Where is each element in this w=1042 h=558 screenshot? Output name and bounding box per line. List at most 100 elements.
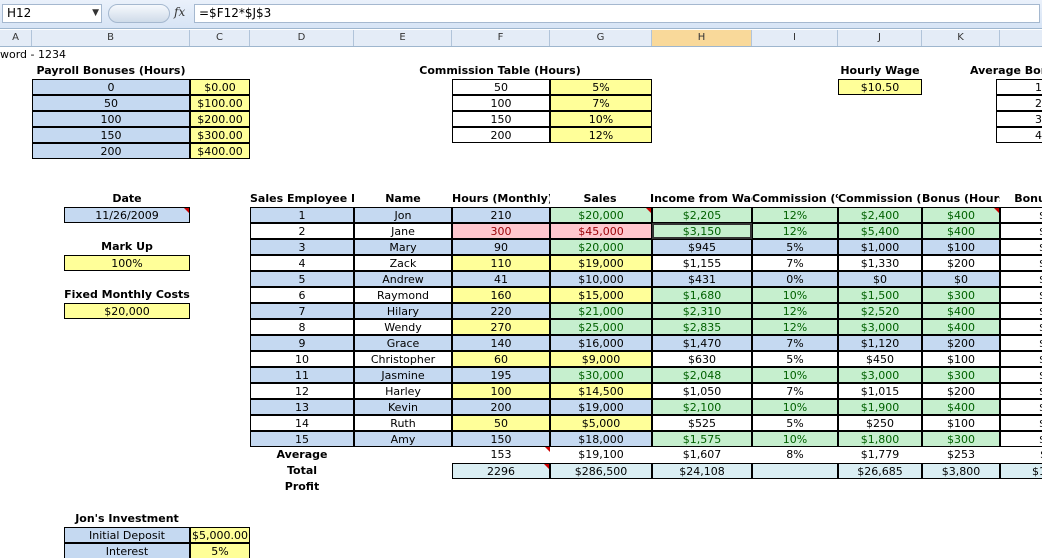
employee-commission-amount[interactable]: $2,400 xyxy=(838,207,922,223)
commission-rate[interactable]: 5% xyxy=(550,79,652,95)
employee-sales[interactable]: $10,000 xyxy=(550,271,652,287)
employee-number[interactable]: 2 xyxy=(250,223,354,239)
employee-commission-pct[interactable]: 10% xyxy=(752,367,838,383)
employee-bonus-cut[interactable]: $ xyxy=(1000,367,1042,383)
employee-bonus[interactable]: $200 xyxy=(922,255,1000,271)
chevron-down-icon[interactable]: ▼ xyxy=(92,8,99,18)
average-bonus-value[interactable]: 4 xyxy=(996,127,1042,143)
employee-hours[interactable]: 195 xyxy=(452,367,550,383)
column-header-h[interactable]: H xyxy=(652,30,752,46)
date-value[interactable]: 11/26/2009 xyxy=(64,207,190,223)
employee-sales[interactable]: $14,500 xyxy=(550,383,652,399)
employee-name[interactable]: Zack xyxy=(354,255,452,271)
employee-commission-pct[interactable]: 10% xyxy=(752,399,838,415)
employee-bonus[interactable]: $400 xyxy=(922,399,1000,415)
employee-number[interactable]: 1 xyxy=(250,207,354,223)
employee-sales[interactable]: $18,000 xyxy=(550,431,652,447)
employee-commission-amount[interactable]: $1,120 xyxy=(838,335,922,351)
total-value[interactable]: $286,500 xyxy=(550,463,652,479)
employee-commission-pct[interactable]: 5% xyxy=(752,415,838,431)
average-value[interactable]: $1,607 xyxy=(682,448,722,461)
employee-hours[interactable]: 41 xyxy=(452,271,550,287)
employee-commission-pct[interactable]: 10% xyxy=(752,431,838,447)
payroll-bonus[interactable]: $400.00 xyxy=(190,143,250,159)
employee-number[interactable]: 12 xyxy=(250,383,354,399)
employee-bonus-cut[interactable]: $ xyxy=(1000,351,1042,367)
employee-sales[interactable]: $16,000 xyxy=(550,335,652,351)
employee-sales[interactable]: $19,000 xyxy=(550,255,652,271)
column-header-a[interactable]: A xyxy=(0,30,32,46)
employee-commission-amount[interactable]: $2,520 xyxy=(838,303,922,319)
employee-hours[interactable]: 90 xyxy=(452,239,550,255)
employee-commission-amount[interactable]: $5,400 xyxy=(838,223,922,239)
employee-bonus-cut[interactable]: $ xyxy=(1000,415,1042,431)
employee-hours[interactable]: 160 xyxy=(452,287,550,303)
investment-label[interactable]: Initial Deposit xyxy=(64,527,190,543)
employee-name[interactable]: Grace xyxy=(354,335,452,351)
column-header-i[interactable]: I xyxy=(752,30,838,46)
employee-number[interactable]: 11 xyxy=(250,367,354,383)
investment-label[interactable]: Interest xyxy=(64,543,190,558)
total-value[interactable]: 2296 xyxy=(452,463,550,479)
employee-bonus-cut[interactable]: $ xyxy=(1000,431,1042,447)
payroll-hours[interactable]: 150 xyxy=(32,127,190,143)
formula-oval-button[interactable] xyxy=(108,4,170,23)
employee-name[interactable]: Wendy xyxy=(354,319,452,335)
employee-commission-amount[interactable]: $1,500 xyxy=(838,287,922,303)
employee-bonus[interactable]: $100 xyxy=(922,239,1000,255)
payroll-bonus[interactable]: $100.00 xyxy=(190,95,250,111)
average-bonus-value[interactable]: 1 xyxy=(996,79,1042,95)
employee-sales[interactable]: $30,000 xyxy=(550,367,652,383)
employee-income-from-wage[interactable]: $1,680 xyxy=(652,287,752,303)
employee-number[interactable]: 14 xyxy=(250,415,354,431)
employee-number[interactable]: 8 xyxy=(250,319,354,335)
employee-income-from-wage[interactable]: $630 xyxy=(652,351,752,367)
employee-commission-amount[interactable]: $0 xyxy=(838,271,922,287)
employee-number[interactable]: 9 xyxy=(250,335,354,351)
employee-bonus-cut[interactable]: $ xyxy=(1000,223,1042,239)
commission-hours[interactable]: 100 xyxy=(452,95,550,111)
employee-bonus-cut[interactable]: $ xyxy=(1000,271,1042,287)
average-value[interactable]: $253 xyxy=(947,448,975,461)
average-value-cut[interactable]: $ xyxy=(1000,447,1042,463)
employee-commission-pct[interactable]: 12% xyxy=(752,319,838,335)
total-value[interactable]: $24,108 xyxy=(652,463,752,479)
employee-number[interactable]: 10 xyxy=(250,351,354,367)
average-bonus-value[interactable]: 2 xyxy=(996,95,1042,111)
employee-commission-pct[interactable]: 12% xyxy=(752,223,838,239)
employee-hours[interactable]: 110 xyxy=(452,255,550,271)
payroll-bonus[interactable]: $300.00 xyxy=(190,127,250,143)
employee-sales[interactable]: $20,000 xyxy=(550,207,652,223)
column-header-e[interactable]: E xyxy=(354,30,452,46)
employee-hours[interactable]: 200 xyxy=(452,399,550,415)
employee-commission-pct[interactable]: 12% xyxy=(752,303,838,319)
employee-hours[interactable]: 50 xyxy=(452,415,550,431)
employee-number[interactable]: 13 xyxy=(250,399,354,415)
employee-bonus[interactable]: $100 xyxy=(922,351,1000,367)
average-value[interactable]: $1,779 xyxy=(860,448,900,461)
employee-commission-pct[interactable]: 12% xyxy=(752,207,838,223)
employee-name[interactable]: Christopher xyxy=(354,351,452,367)
payroll-hours[interactable]: 50 xyxy=(32,95,190,111)
employee-bonus-cut[interactable]: $ xyxy=(1000,383,1042,399)
commission-hours[interactable]: 150 xyxy=(452,111,550,127)
employee-bonus[interactable]: $400 xyxy=(922,207,1000,223)
employee-hours[interactable]: 100 xyxy=(452,383,550,399)
employee-commission-pct[interactable]: 5% xyxy=(752,239,838,255)
employee-bonus[interactable]: $400 xyxy=(922,223,1000,239)
payroll-hours[interactable]: 100 xyxy=(32,111,190,127)
total-value[interactable]: $26,685 xyxy=(838,463,922,479)
column-header-g[interactable]: G xyxy=(550,30,652,46)
employee-commission-amount[interactable]: $3,000 xyxy=(838,367,922,383)
employee-name[interactable]: Kevin xyxy=(354,399,452,415)
employee-hours[interactable]: 220 xyxy=(452,303,550,319)
employee-commission-pct[interactable]: 7% xyxy=(752,335,838,351)
employee-number[interactable]: 7 xyxy=(250,303,354,319)
payroll-hours[interactable]: 0 xyxy=(32,79,190,95)
employee-sales[interactable]: $9,000 xyxy=(550,351,652,367)
employee-income-from-wage[interactable]: $525 xyxy=(652,415,752,431)
employee-name[interactable]: Harley xyxy=(354,383,452,399)
employee-name[interactable]: Ruth xyxy=(354,415,452,431)
employee-bonus[interactable]: $300 xyxy=(922,431,1000,447)
employee-name[interactable]: Amy xyxy=(354,431,452,447)
